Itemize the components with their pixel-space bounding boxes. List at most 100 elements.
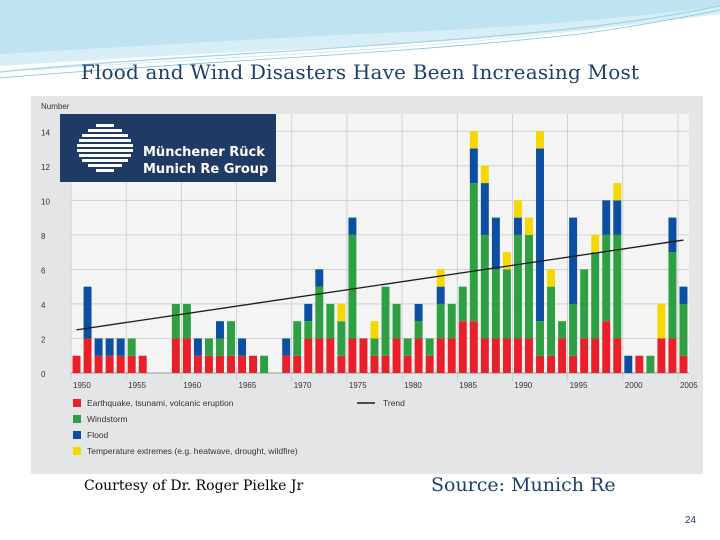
legend-swatch <box>73 415 81 423</box>
bar-segment <box>182 338 191 373</box>
y-tick-label: 6 <box>41 266 46 275</box>
bar-segment <box>127 338 136 356</box>
bar-segment <box>249 355 258 373</box>
bar-segment <box>480 183 489 235</box>
y-tick-label: 8 <box>41 232 46 241</box>
x-tick-label: 1970 <box>294 381 312 390</box>
bar-segment <box>591 234 600 253</box>
bar-segment <box>337 303 346 322</box>
bar-segment <box>216 321 224 339</box>
logo-text: Münchener Rück Munich Re Group <box>143 144 268 178</box>
munich-re-logo: Münchener Rück Munich Re Group <box>60 114 276 182</box>
bar-segment <box>591 338 600 373</box>
legend-label: Trend <box>383 398 405 408</box>
bar-segment <box>547 355 556 373</box>
bar-segment <box>171 303 180 339</box>
legend-swatch <box>73 447 81 455</box>
bar-segment <box>348 234 357 339</box>
bar-segment <box>491 269 500 339</box>
bar-segment <box>569 355 578 373</box>
bar-segment <box>315 338 324 373</box>
bar-segment <box>326 338 335 373</box>
bar-segment <box>613 338 622 373</box>
chart-legend: Earthquake, tsunami, volcanic eruption Wi… <box>73 398 405 456</box>
bar-segment <box>238 338 247 356</box>
bar-segment <box>469 131 478 149</box>
bar-segment <box>116 355 125 373</box>
bar-segment <box>381 286 390 356</box>
bar-segment <box>480 165 489 184</box>
bar-segment <box>657 338 666 373</box>
bar-segment <box>525 338 533 373</box>
bar-segment <box>83 286 92 339</box>
y-tick-label: 4 <box>41 301 46 310</box>
legend-swatch <box>73 431 81 439</box>
bar-segment <box>216 355 224 373</box>
bar-segment <box>414 303 423 322</box>
bar-segment <box>414 338 423 373</box>
bar-segment <box>458 286 467 322</box>
bar-segment <box>547 286 556 356</box>
bar-segment <box>668 217 677 253</box>
source-text: Source: Munich Re <box>431 474 616 496</box>
x-tick-label: 1965 <box>239 381 257 390</box>
bar-segment <box>403 355 412 373</box>
x-tick-label: 1950 <box>73 381 91 390</box>
bar-segment <box>536 355 544 373</box>
bar-segment <box>502 269 511 339</box>
bar-segment <box>392 303 401 339</box>
bar-segment <box>436 286 445 304</box>
bar-segment <box>204 338 213 356</box>
bar-segment <box>182 303 191 339</box>
bar-segment <box>315 269 324 287</box>
legend-label: Earthquake, tsunami, volcanic eruption <box>87 398 234 408</box>
x-tick-label: 2000 <box>625 381 643 390</box>
bar-segment <box>425 355 434 373</box>
bar-segment <box>414 321 423 339</box>
bar-segment <box>679 286 688 304</box>
bar-segment <box>480 234 489 339</box>
bar-segment <box>458 321 467 373</box>
bar-segment <box>602 234 611 322</box>
chart-trend <box>76 239 684 331</box>
logo-line-2: Munich Re Group <box>143 162 269 177</box>
chart-bars <box>72 131 688 373</box>
bar-segment <box>513 338 522 373</box>
y-tick-label: 14 <box>41 128 50 137</box>
bar-segment <box>392 338 401 373</box>
x-tick-label: 1985 <box>459 381 477 390</box>
bar-segment <box>282 355 291 373</box>
bar-segment <box>502 338 511 373</box>
x-tick-label: 1990 <box>514 381 532 390</box>
bar-segment <box>513 200 522 218</box>
bar-segment <box>547 269 556 287</box>
bar-segment <box>94 355 103 373</box>
bar-segment <box>580 338 589 373</box>
legend-label: Flood <box>87 430 109 440</box>
bar-segment <box>204 355 213 373</box>
bar-segment <box>679 303 688 356</box>
bar-segment <box>679 355 688 373</box>
x-tick-label: 1960 <box>183 381 201 390</box>
bar-segment <box>602 200 611 235</box>
bar-segment <box>613 183 622 201</box>
bar-segment <box>525 234 533 339</box>
bar-segment <box>513 234 522 339</box>
bar-segment <box>624 355 633 373</box>
bar-segment <box>602 321 611 373</box>
bar-segment <box>171 338 180 373</box>
bar-segment <box>646 355 655 373</box>
bar-segment <box>580 269 589 339</box>
bar-segment <box>370 355 379 373</box>
legend-swatch <box>73 399 81 407</box>
bar-segment <box>238 355 247 373</box>
bar-segment <box>348 338 357 373</box>
chart-axes: 0 2 4 6 8 10 12 14 Number 1950 1955 1960 1965 1970 197… <box>41 102 698 390</box>
bar-segment <box>613 234 622 339</box>
bar-segment <box>558 338 567 373</box>
bar-segment <box>668 338 677 373</box>
bar-segment <box>326 303 335 339</box>
x-tick-label: 1995 <box>570 381 588 390</box>
bar-segment <box>536 148 544 322</box>
bar-segment <box>304 321 313 339</box>
